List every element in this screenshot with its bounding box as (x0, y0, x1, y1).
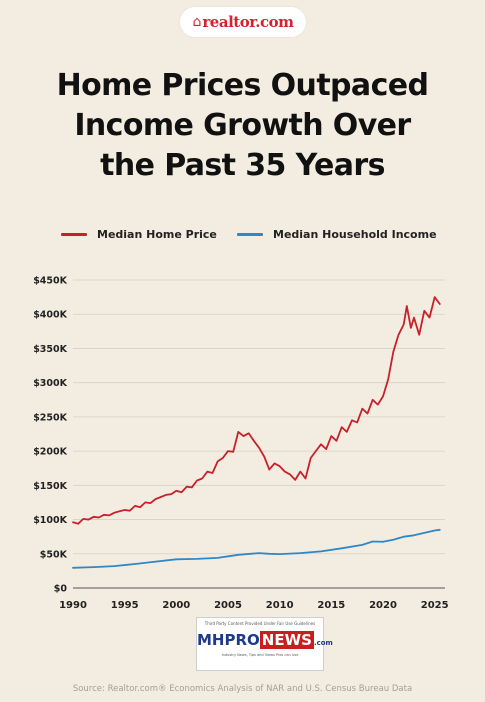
badge-top-text: Third Party Content Provided Under Fair … (204, 621, 316, 626)
x-tick-label: 2000 (162, 600, 190, 611)
legend: Median Home Price Median Household Incom… (0, 228, 485, 246)
badge-bottom-text: Industry News, Tips and Views Pros can U… (221, 653, 299, 657)
chart-title-line-2: Income Growth Over (74, 108, 411, 143)
badge-news: NEWS (259, 631, 314, 649)
realtor-logo: ⌂ realtor.com (180, 7, 306, 37)
legend-label-household-income: Median Household Income (273, 228, 437, 241)
y-tick-label: $50K (40, 549, 68, 560)
legend-item-household-income: Median Household Income (237, 228, 437, 241)
badge-com: .com (313, 639, 333, 647)
chart-title-line-3: the Past 35 Years (100, 148, 385, 183)
y-tick-label: $250K (33, 412, 67, 423)
legend-swatch-household-income (237, 233, 263, 236)
badge-mh: MH (197, 631, 225, 649)
line-chart: $0 $50K $100K $150K $200K $250K $300K $350K $400… (33, 276, 449, 612)
house-icon: ⌂ (192, 14, 202, 30)
mhpronews-logo: MHPRO NEWS .com (197, 631, 333, 649)
legend-item-home-price: Median Home Price (61, 228, 217, 241)
x-tick-label: 2025 (421, 600, 449, 611)
y-tick-label: $0 (54, 584, 68, 595)
x-tick-label: 2015 (317, 600, 345, 611)
y-tick-label: $200K (33, 447, 67, 458)
x-tick-label: 1990 (59, 600, 87, 611)
badge-pro: PRO (224, 631, 260, 649)
chart-title-line-1: Home Prices Outpaced (56, 68, 429, 103)
x-tick-label: 2005 (214, 600, 242, 611)
y-tick-label: $400K (33, 310, 67, 321)
legend-label-home-price: Median Home Price (97, 228, 217, 241)
series-line-home-price (72, 296, 441, 525)
legend-swatch-home-price (61, 233, 87, 236)
y-tick-label: $350K (33, 344, 67, 355)
x-tick-label: 2020 (369, 600, 397, 611)
mhpronews-badge: Third Party Content Provided Under Fair … (196, 617, 333, 671)
x-tick-label: 1995 (111, 600, 139, 611)
y-tick-label: $300K (33, 378, 67, 389)
series-line-household-income (72, 528, 441, 569)
logo-text: realtor.com (202, 13, 294, 31)
y-tick-label: $450K (33, 276, 67, 287)
x-tick-label: 2010 (266, 600, 294, 611)
y-tick-label: $100K (33, 515, 67, 526)
source-note: Source: Realtor.com® Economics Analysis … (72, 684, 413, 694)
y-tick-label: $150K (33, 481, 67, 492)
